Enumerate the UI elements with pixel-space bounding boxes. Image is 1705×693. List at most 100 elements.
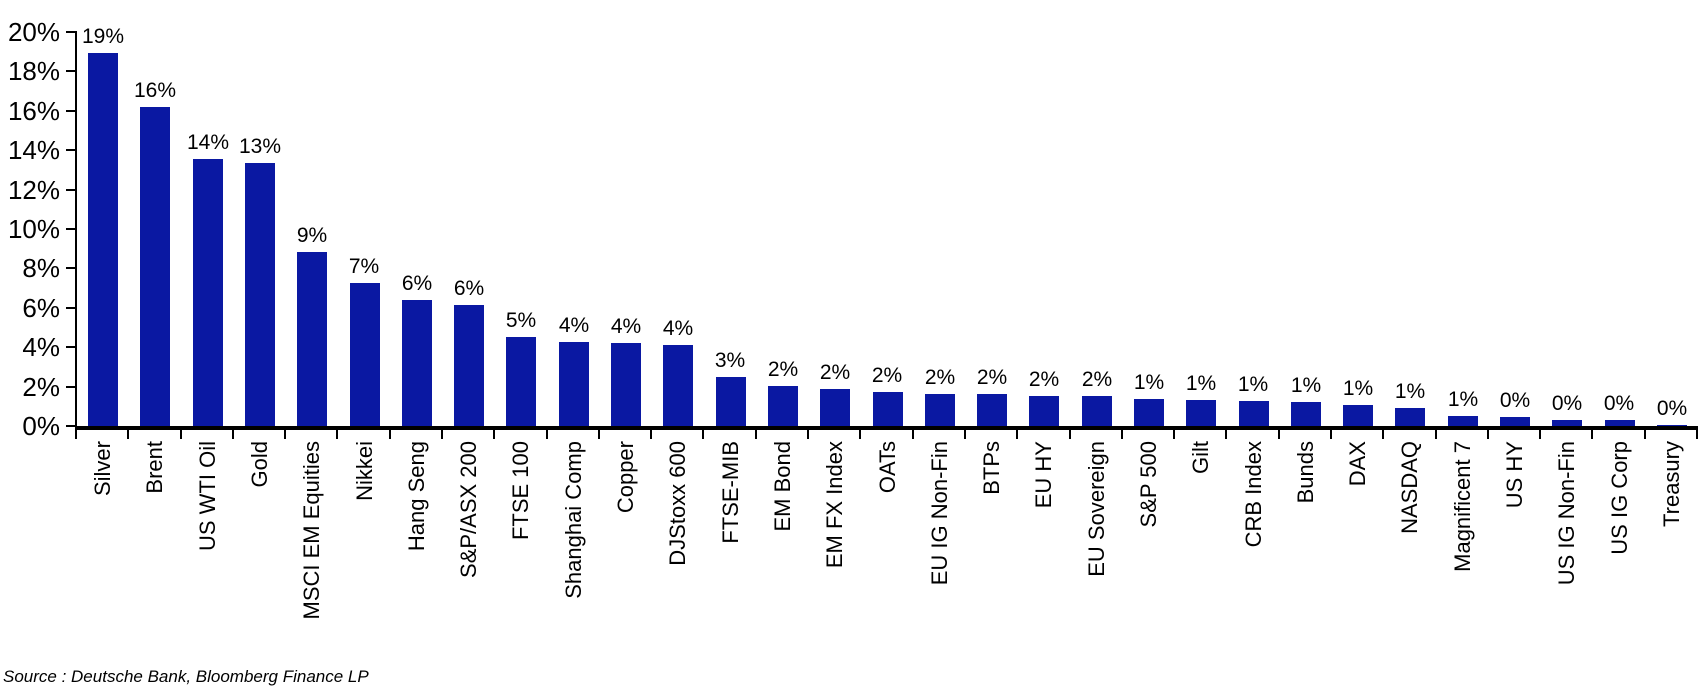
y-tick-label: 4% — [22, 332, 60, 363]
bar-us-ig-non-fin — [1552, 420, 1582, 426]
y-tick-label: 20% — [7, 17, 60, 47]
x-axis-tick — [1330, 430, 1332, 439]
bar-magnificent-7 — [1448, 416, 1478, 426]
y-axis-tick — [66, 346, 75, 349]
x-axis-tick — [336, 430, 338, 439]
category-label-em-fx-index: EM FX Index — [822, 441, 847, 569]
value-label-magnificent-7: 1% — [1447, 388, 1479, 411]
x-axis-tick — [1225, 430, 1227, 439]
x-axis-tick — [912, 430, 914, 439]
source-note: Source : Deutsche Bank, Bloomberg Financ… — [3, 667, 369, 686]
x-axis-tick — [493, 430, 495, 439]
y-axis-tick — [66, 228, 75, 230]
x-axis-tick — [284, 430, 286, 439]
x-axis-tick — [807, 430, 809, 439]
bar-djstoxx-600 — [663, 345, 693, 426]
category-label-us-wti-oil: US WTI Oil — [195, 441, 220, 551]
x-axis-tick — [1121, 430, 1123, 439]
category-label-hang-seng: Hang Seng — [404, 441, 429, 552]
bar-s-p-500 — [1134, 399, 1164, 426]
bar-eu-sovereign — [1082, 396, 1112, 426]
x-axis-line — [75, 426, 1698, 430]
category-label-bunds: Bunds — [1293, 441, 1318, 504]
category-label-ftse-mib: FTSE-MIB — [718, 441, 743, 544]
y-tick-label: 12% — [7, 174, 60, 205]
category-label-silver: Silver — [90, 441, 115, 497]
category-label-nikkei: Nikkei — [352, 441, 377, 501]
x-axis-tick — [1487, 430, 1489, 439]
bar-dax — [1343, 405, 1373, 426]
category-label-us-ig-non-fin: US IG Non-Fin — [1554, 441, 1579, 586]
x-axis-tick — [1591, 430, 1593, 439]
x-axis-tick — [702, 430, 704, 439]
x-axis-tick — [1539, 430, 1541, 439]
category-label-eu-hy: EU HY — [1031, 441, 1056, 509]
value-label-oats: 2% — [871, 364, 903, 387]
category-label-oats: OATs — [875, 441, 900, 494]
x-axis-tick — [127, 430, 129, 439]
bar-hang-seng — [402, 300, 432, 426]
value-label-crb-index: 1% — [1237, 373, 1269, 396]
x-axis-tick — [180, 430, 182, 439]
bar-em-bond — [768, 386, 798, 426]
category-label-s-p-500: S&P 500 — [1136, 441, 1161, 528]
category-label-crb-index: CRB Index — [1241, 441, 1266, 548]
value-label-treasury: 0% — [1656, 397, 1688, 420]
category-label-gilt: Gilt — [1188, 441, 1213, 474]
y-axis-tick — [66, 70, 75, 73]
value-label-eu-hy: 2% — [1028, 368, 1060, 391]
bar-nikkei — [350, 283, 380, 426]
value-label-shanghai-comp: 4% — [558, 314, 590, 337]
bar-gilt — [1186, 400, 1216, 426]
value-label-bunds: 1% — [1290, 374, 1322, 397]
value-label-brent: 16% — [133, 79, 177, 102]
y-tick-label: 16% — [7, 95, 60, 126]
category-label-msci-em-equities: MSCI EM Equities — [299, 441, 324, 620]
bar-btps — [977, 394, 1007, 426]
x-axis-tick — [964, 430, 966, 439]
bar-gold — [245, 163, 275, 426]
category-label-nasdaq: NASDAQ — [1397, 441, 1422, 534]
category-label-copper: Copper — [613, 441, 638, 514]
bar-shanghai-comp — [559, 342, 589, 426]
x-axis-tick — [755, 430, 757, 439]
y-tick-label: 8% — [22, 253, 60, 284]
x-axis-tick — [232, 430, 234, 439]
y-axis-tick — [66, 267, 75, 270]
y-axis-tick — [66, 188, 75, 191]
category-label-dax: DAX — [1345, 441, 1370, 487]
y-axis-tick — [66, 149, 75, 152]
y-tick-label: 14% — [7, 135, 60, 166]
x-axis-tick — [1382, 430, 1384, 439]
bar-em-fx-index — [820, 389, 850, 426]
value-label-hang-seng: 6% — [401, 272, 433, 295]
value-label-msci-em-equities: 9% — [296, 224, 328, 247]
category-label-brent: Brent — [142, 441, 167, 494]
bar-s-p-asx-200 — [454, 305, 484, 426]
value-label-us-ig-non-fin: 0% — [1551, 392, 1583, 415]
category-label-treasury: Treasury — [1659, 441, 1684, 527]
x-axis-tick — [75, 430, 77, 439]
bar-nasdaq — [1395, 408, 1425, 426]
bar-bunds — [1291, 402, 1321, 426]
value-label-gilt: 1% — [1185, 372, 1217, 395]
y-axis-tick — [66, 385, 75, 388]
bar-eu-ig-non-fin — [925, 394, 955, 426]
x-axis-tick — [546, 430, 548, 439]
value-label-ftse-mib: 3% — [714, 349, 746, 372]
y-tick-label: 18% — [7, 56, 60, 87]
value-label-eu-sovereign: 2% — [1081, 368, 1113, 391]
value-label-s-p-asx-200: 6% — [453, 277, 485, 300]
x-axis-tick — [1435, 430, 1437, 439]
value-label-us-hy: 0% — [1499, 389, 1531, 412]
bar-treasury — [1657, 425, 1687, 426]
value-label-copper: 4% — [610, 315, 642, 338]
bar-us-ig-corp — [1605, 420, 1635, 426]
value-label-silver: 19% — [81, 25, 125, 48]
x-axis-tick — [1696, 430, 1698, 439]
value-label-dax: 1% — [1342, 377, 1374, 400]
value-label-nikkei: 7% — [348, 255, 380, 278]
category-label-magnificent-7: Magnificent 7 — [1450, 441, 1475, 572]
value-label-gold: 13% — [238, 135, 282, 158]
category-label-us-hy: US HY — [1502, 441, 1527, 509]
